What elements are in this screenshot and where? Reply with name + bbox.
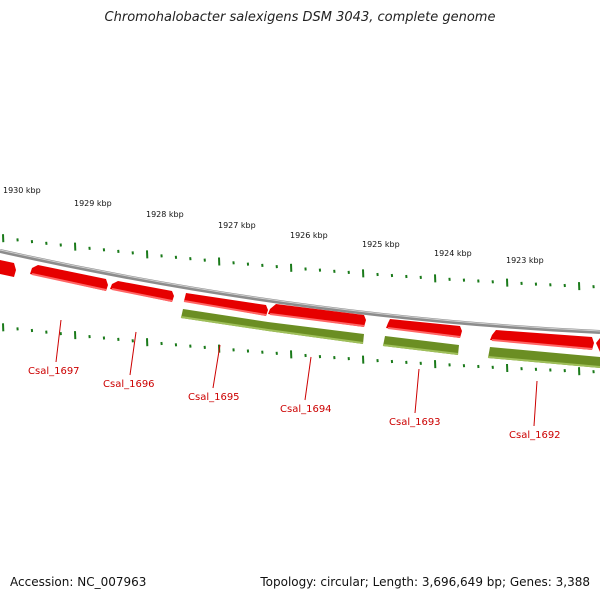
gene-forward[interactable]	[386, 319, 462, 338]
kbp-label: 1923 kbp	[506, 256, 544, 265]
kbp-label: 1924 kbp	[434, 249, 472, 258]
gene-forward[interactable]	[0, 260, 16, 277]
gene-label[interactable]: Csal_1692	[509, 430, 561, 441]
kbp-label: 1930 kbp	[3, 186, 41, 195]
label-leaders	[55, 319, 538, 427]
genome-summary-text: Topology: circular; Length: 3,696,649 bp…	[260, 575, 590, 589]
kbp-labels: 1930 kbp 1929 kbp 1928 kbp 1927 kbp 1926…	[3, 186, 544, 265]
gene-label[interactable]: Csal_1696	[103, 379, 155, 390]
gene-forward[interactable]	[184, 293, 268, 316]
gene-label[interactable]: Csal_1695	[188, 392, 240, 403]
accession-text: Accession: NC_007963	[10, 575, 147, 589]
kbp-label: 1927 kbp	[218, 221, 256, 230]
gene-reverse[interactable]	[383, 336, 459, 355]
gene-label[interactable]: Csal_1694	[280, 404, 332, 415]
forward-genes	[0, 260, 600, 352]
gene-forward[interactable]	[268, 304, 366, 327]
gene-forward[interactable]	[490, 330, 594, 350]
gene-forward[interactable]	[596, 338, 600, 352]
genome-backbone-highlight	[0, 249, 600, 332]
gene-label[interactable]: Csal_1697	[28, 366, 80, 377]
outer-tick-row	[2, 234, 595, 291]
genome-title: Chromohalobacter salexigens DSM 3043, co…	[104, 10, 496, 25]
inner-tick-row	[2, 323, 595, 376]
gene-forward[interactable]	[30, 265, 108, 291]
gene-labels: Csal_1697 Csal_1696 Csal_1695 Csal_1694 …	[28, 366, 561, 441]
kbp-label: 1928 kbp	[146, 210, 184, 219]
gene-forward[interactable]	[110, 281, 174, 302]
gene-reverse[interactable]	[488, 347, 600, 368]
kbp-label: 1925 kbp	[362, 240, 400, 249]
kbp-label: 1926 kbp	[290, 231, 328, 240]
genome-backbone	[0, 249, 600, 334]
gene-label[interactable]: Csal_1693	[389, 417, 441, 428]
kbp-label: 1929 kbp	[74, 199, 112, 208]
gene-reverse[interactable]	[181, 309, 268, 331]
gene-reverse[interactable]	[268, 322, 364, 344]
reverse-genes	[180, 309, 600, 368]
